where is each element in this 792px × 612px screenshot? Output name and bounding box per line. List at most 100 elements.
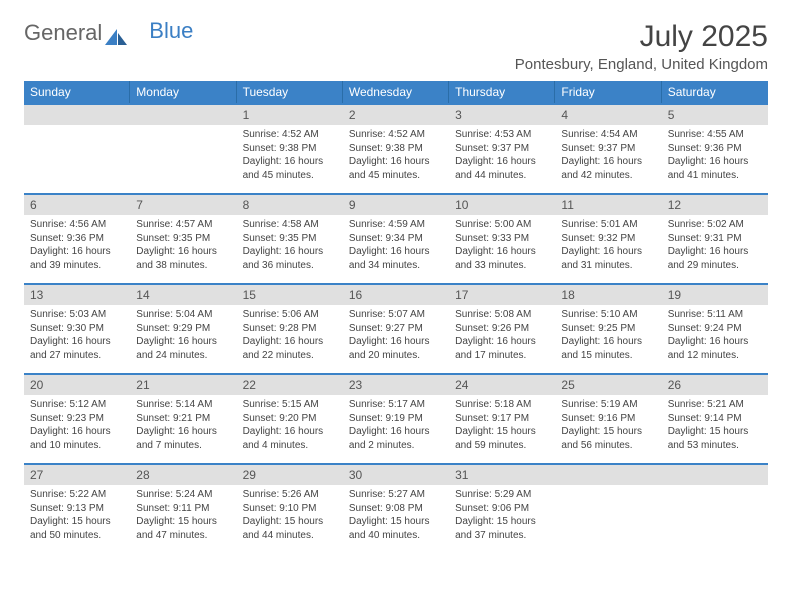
daylight-text: Daylight: 16 hours and 34 minutes. — [349, 245, 443, 272]
day-header: Monday — [130, 81, 236, 103]
cell-content: Sunrise: 5:24 AMSunset: 9:11 PMDaylight:… — [130, 485, 236, 548]
cell-content: Sunrise: 5:17 AMSunset: 9:19 PMDaylight:… — [343, 395, 449, 458]
cell-content: Sunrise: 5:11 AMSunset: 9:24 PMDaylight:… — [662, 305, 768, 368]
calendar-cell: 23Sunrise: 5:17 AMSunset: 9:19 PMDayligh… — [343, 373, 449, 463]
title-block: July 2025 Pontesbury, England, United Ki… — [515, 20, 768, 73]
cell-content: Sunrise: 5:15 AMSunset: 9:20 PMDaylight:… — [237, 395, 343, 458]
sunrise-text: Sunrise: 5:08 AM — [455, 308, 549, 322]
calendar-cell: 14Sunrise: 5:04 AMSunset: 9:29 PMDayligh… — [130, 283, 236, 373]
sunrise-text: Sunrise: 4:59 AM — [349, 218, 443, 232]
cell-content: Sunrise: 4:54 AMSunset: 9:37 PMDaylight:… — [555, 125, 661, 188]
sunrise-text: Sunrise: 5:04 AM — [136, 308, 230, 322]
daylight-text: Daylight: 15 hours and 53 minutes. — [668, 425, 762, 452]
date-number: 22 — [237, 375, 343, 395]
sunset-text: Sunset: 9:38 PM — [243, 142, 337, 156]
date-number: 17 — [449, 285, 555, 305]
calendar-cell: 6Sunrise: 4:56 AMSunset: 9:36 PMDaylight… — [24, 193, 130, 283]
date-number: 29 — [237, 465, 343, 485]
date-number: 12 — [662, 195, 768, 215]
calendar-week-row: 20Sunrise: 5:12 AMSunset: 9:23 PMDayligh… — [24, 373, 768, 463]
sunrise-text: Sunrise: 5:29 AM — [455, 488, 549, 502]
sunset-text: Sunset: 9:27 PM — [349, 322, 443, 336]
sunset-text: Sunset: 9:38 PM — [349, 142, 443, 156]
sunset-text: Sunset: 9:28 PM — [243, 322, 337, 336]
calendar-cell — [555, 463, 661, 553]
sunrise-text: Sunrise: 4:52 AM — [243, 128, 337, 142]
daylight-text: Daylight: 16 hours and 33 minutes. — [455, 245, 549, 272]
cell-content: Sunrise: 5:10 AMSunset: 9:25 PMDaylight:… — [555, 305, 661, 368]
daylight-text: Daylight: 16 hours and 31 minutes. — [561, 245, 655, 272]
sunset-text: Sunset: 9:33 PM — [455, 232, 549, 246]
sunrise-text: Sunrise: 4:58 AM — [243, 218, 337, 232]
sunset-text: Sunset: 9:35 PM — [136, 232, 230, 246]
sunset-text: Sunset: 9:26 PM — [455, 322, 549, 336]
calendar-cell — [24, 103, 130, 193]
sunset-text: Sunset: 9:31 PM — [668, 232, 762, 246]
date-number: 20 — [24, 375, 130, 395]
day-header: Thursday — [449, 81, 555, 103]
cell-content: Sunrise: 5:07 AMSunset: 9:27 PMDaylight:… — [343, 305, 449, 368]
daylight-text: Daylight: 16 hours and 17 minutes. — [455, 335, 549, 362]
calendar-cell: 11Sunrise: 5:01 AMSunset: 9:32 PMDayligh… — [555, 193, 661, 283]
date-number: 11 — [555, 195, 661, 215]
sunset-text: Sunset: 9:11 PM — [136, 502, 230, 516]
calendar-cell — [130, 103, 236, 193]
sunrise-text: Sunrise: 5:19 AM — [561, 398, 655, 412]
calendar-cell: 27Sunrise: 5:22 AMSunset: 9:13 PMDayligh… — [24, 463, 130, 553]
sunset-text: Sunset: 9:14 PM — [668, 412, 762, 426]
date-number: 15 — [237, 285, 343, 305]
calendar-cell: 26 Sunrise: 5:21 AMSunset: 9:14 PMDayligh… — [662, 373, 768, 463]
date-number: 14 — [130, 285, 236, 305]
cell-content: Sunrise: 5:27 AMSunset: 9:08 PMDaylight:… — [343, 485, 449, 548]
day-header: Friday — [555, 81, 661, 103]
logo: General Blue — [24, 20, 193, 46]
sunset-text: Sunset: 9:37 PM — [455, 142, 549, 156]
date-number: 30 — [343, 465, 449, 485]
sunrise-text: Sunrise: 5:22 AM — [30, 488, 124, 502]
cell-content: Sunrise: 4:59 AMSunset: 9:34 PMDaylight:… — [343, 215, 449, 278]
calendar-cell: 16Sunrise: 5:07 AMSunset: 9:27 PMDayligh… — [343, 283, 449, 373]
cell-content: Sunrise: 5:00 AMSunset: 9:33 PMDaylight:… — [449, 215, 555, 278]
sunrise-text: Sunrise: 4:57 AM — [136, 218, 230, 232]
location-text: Pontesbury, England, United Kingdom — [515, 56, 768, 73]
cell-content: Sunrise: 5:12 AMSunset: 9:23 PMDaylight:… — [24, 395, 130, 458]
date-number: 28 — [130, 465, 236, 485]
day-header: Wednesday — [343, 81, 449, 103]
calendar-cell: 9Sunrise: 4:59 AMSunset: 9:34 PMDaylight… — [343, 193, 449, 283]
logo-text-2: Blue — [149, 18, 193, 44]
daylight-text: Daylight: 15 hours and 40 minutes. — [349, 515, 443, 542]
calendar-cell: 3Sunrise: 4:53 AMSunset: 9:37 PMDaylight… — [449, 103, 555, 193]
date-number: 8 — [237, 195, 343, 215]
date-number: 1 — [237, 105, 343, 125]
calendar-cell: 5Sunrise: 4:55 AMSunset: 9:36 PMDaylight… — [662, 103, 768, 193]
daylight-text: Daylight: 15 hours and 50 minutes. — [30, 515, 124, 542]
logo-sail-icon — [105, 25, 127, 41]
daylight-text: Daylight: 16 hours and 42 minutes. — [561, 155, 655, 182]
date-number — [24, 105, 130, 125]
daylight-text: Daylight: 16 hours and 36 minutes. — [243, 245, 337, 272]
calendar-week-row: 6Sunrise: 4:56 AMSunset: 9:36 PMDaylight… — [24, 193, 768, 283]
calendar-cell: 17 Sunrise: 5:08 AMSunset: 9:26 PMDayligh… — [449, 283, 555, 373]
date-number: 16 — [343, 285, 449, 305]
date-number: 3 — [449, 105, 555, 125]
day-header: Tuesday — [237, 81, 343, 103]
sunrise-text: Sunrise: 5:21 AM — [668, 398, 762, 412]
date-number: 27 — [24, 465, 130, 485]
sunset-text: Sunset: 9:23 PM — [30, 412, 124, 426]
daylight-text: Daylight: 16 hours and 38 minutes. — [136, 245, 230, 272]
daylight-text: Daylight: 16 hours and 15 minutes. — [561, 335, 655, 362]
sunrise-text: Sunrise: 5:17 AM — [349, 398, 443, 412]
date-number: 31 — [449, 465, 555, 485]
sunset-text: Sunset: 9:32 PM — [561, 232, 655, 246]
sunset-text: Sunset: 9:19 PM — [349, 412, 443, 426]
sunrise-text: Sunrise: 5:24 AM — [136, 488, 230, 502]
daylight-text: Daylight: 15 hours and 37 minutes. — [455, 515, 549, 542]
daylight-text: Daylight: 16 hours and 45 minutes. — [349, 155, 443, 182]
sunrise-text: Sunrise: 5:03 AM — [30, 308, 124, 322]
date-number: 26 — [662, 375, 768, 395]
cell-content: Sunrise: 4:52 AMSunset: 9:38 PMDaylight:… — [237, 125, 343, 188]
date-number: 23 — [343, 375, 449, 395]
daylight-text: Daylight: 16 hours and 12 minutes. — [668, 335, 762, 362]
sunset-text: Sunset: 9:37 PM — [561, 142, 655, 156]
calendar-cell: 8Sunrise: 4:58 AMSunset: 9:35 PMDaylight… — [237, 193, 343, 283]
